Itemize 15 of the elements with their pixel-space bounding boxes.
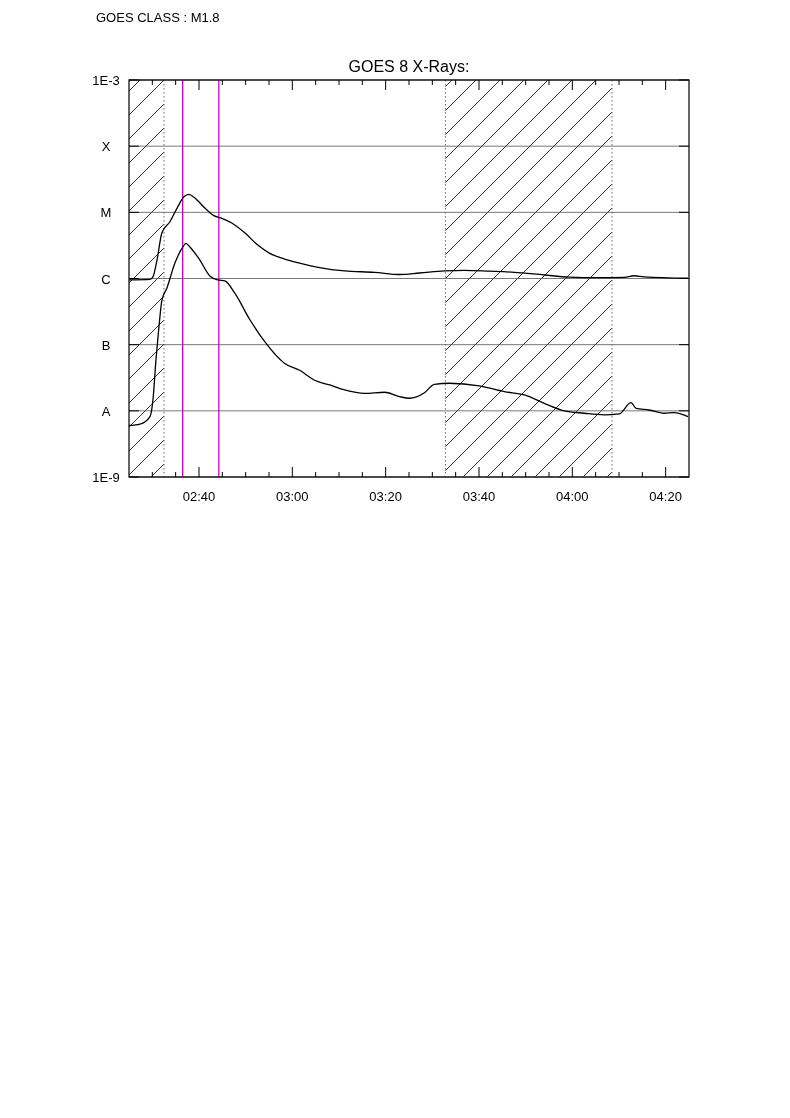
x-tick-label: 02:40 — [182, 489, 216, 504]
x-tick-label: 04:00 — [556, 489, 589, 504]
y-tick-label: B — [101, 337, 111, 353]
y-tick-label: 1E-9 — [92, 470, 120, 485]
chart-title: GOES 8 X-Rays: — [348, 58, 470, 75]
x-tick-label: 03:00 — [276, 489, 309, 504]
y-tick-label: C — [101, 271, 111, 287]
y-tick-label: A — [101, 403, 111, 419]
text: GOES CLASS : M1.8 — [96, 10, 220, 25]
x-tick-label: 03:20 — [369, 489, 402, 504]
x-tick-label: 03:40 — [462, 489, 496, 504]
y-tick-label: M — [100, 205, 112, 221]
y-tick-label: 1E-3 — [92, 73, 120, 88]
y-tick-label: X — [101, 139, 111, 155]
x-tick-label: 04:20 — [649, 489, 682, 504]
